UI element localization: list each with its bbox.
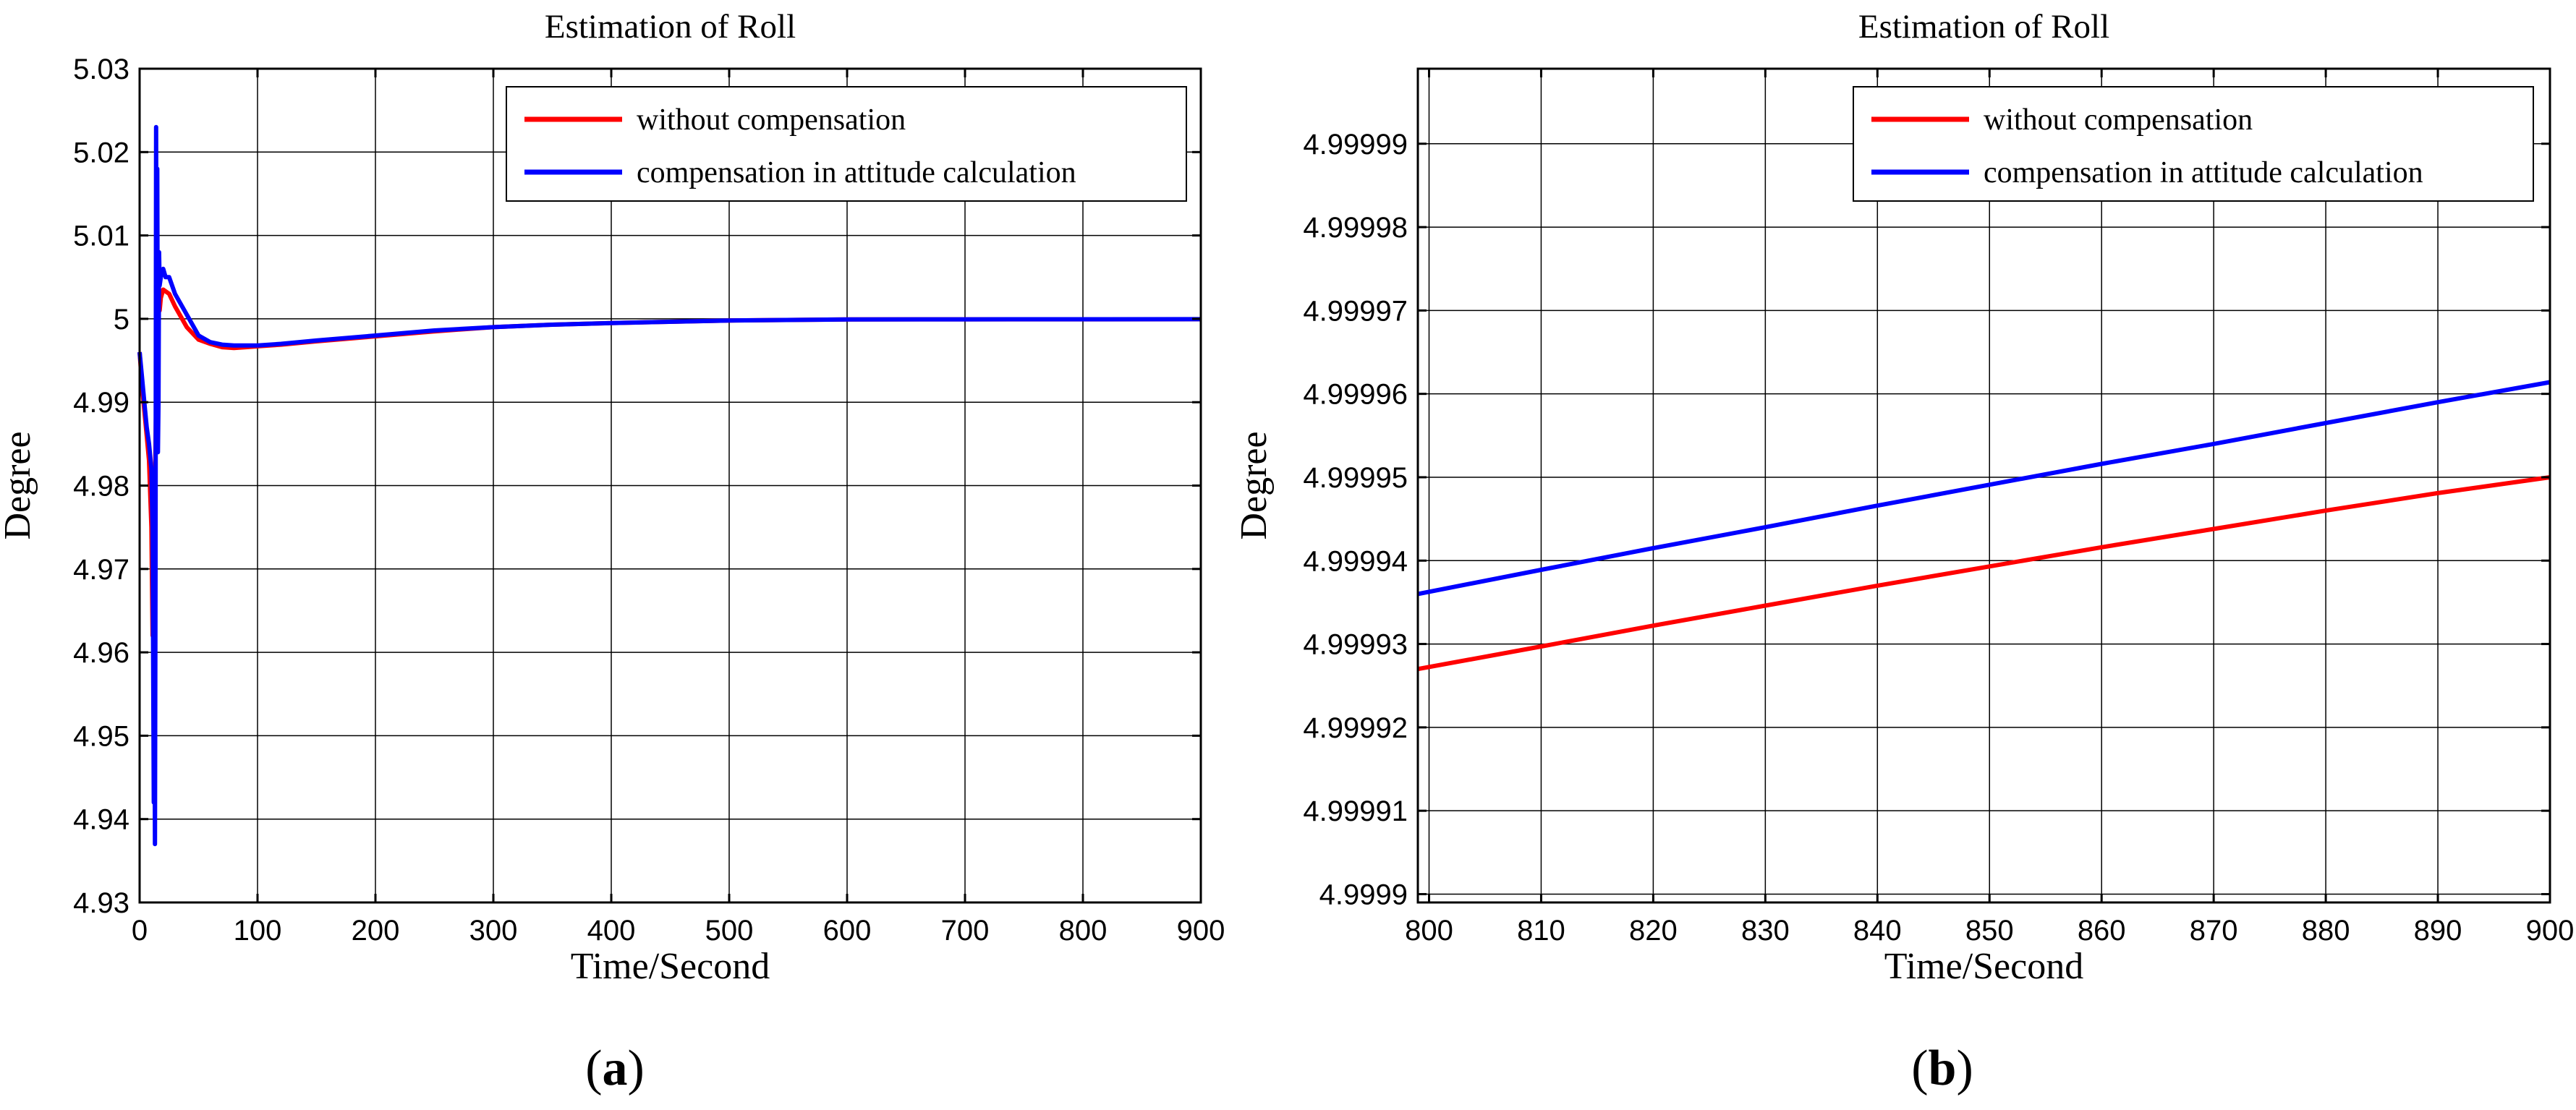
y-tick-label: 5.01: [73, 221, 129, 252]
x-tick-label: 200: [352, 915, 400, 947]
x-tick-label: 830: [1741, 915, 1790, 947]
y-tick-label: 4.99992: [1303, 712, 1408, 744]
x-tick-label: 600: [823, 915, 872, 947]
y-tick-label: 4.99995: [1303, 462, 1408, 494]
y-axis-label: Degree: [0, 431, 38, 539]
series-line-compensation: [137, 124, 1202, 847]
y-tick-label: 4.98: [73, 471, 129, 503]
plot-frame: [1416, 67, 2551, 904]
tick-marks: [138, 67, 1202, 904]
x-tick-label: 800: [1405, 915, 1453, 947]
y-tick-label: 4.99994: [1303, 545, 1408, 577]
y-axis-label: Degree: [1233, 431, 1275, 539]
x-tick-label: 300: [469, 915, 518, 947]
legend-label-without-compensation: without compensation: [1984, 103, 2253, 137]
y-tick-labels: 4.9999 4.99991 4.99992 4.99993 4.99994 4.9999…: [1303, 129, 1408, 911]
panel-b: 800 810 820 830 840 850 860 870 880 890 900 4.9999…: [1233, 8, 2574, 1096]
x-tick-label: 810: [1517, 915, 1565, 947]
series-layer: [137, 124, 1202, 847]
y-tick-label: 4.96: [73, 637, 129, 669]
x-tick-label: 400: [587, 915, 636, 947]
panel-label-letter: a: [603, 1041, 628, 1096]
series-line-without-compensation: [1417, 475, 2551, 672]
panel-label-b: (b): [1911, 1041, 1973, 1096]
series-layer: [1417, 380, 2551, 672]
y-tick-labels: 4.93 4.94 4.95 4.96 4.97 4.98 4.99 5 5.01 5.02 5.0…: [73, 54, 129, 919]
legend: without compensation compensation in att…: [506, 86, 1187, 202]
panel-label-a: (a): [585, 1041, 645, 1096]
y-tick-label: 5: [114, 304, 129, 336]
panel-label-close-paren: ): [1956, 1041, 1973, 1096]
legend-label-without-compensation: without compensation: [637, 103, 906, 137]
x-tick-label: 700: [941, 915, 990, 947]
y-tick-label: 4.97: [73, 554, 129, 586]
x-tick-labels: 800 810 820 830 840 850 860 870 880 890 900: [1405, 915, 2574, 947]
x-tick-label: 840: [1853, 915, 1902, 947]
y-tick-label: 4.99: [73, 387, 129, 419]
x-tick-label: 900: [2526, 915, 2575, 947]
legend-label-compensation: compensation in attitude calculation: [637, 156, 1076, 189]
x-tick-labels: 0 100 200 300 400 500 600 700 800 900: [132, 915, 1225, 947]
legend-label-compensation: compensation in attitude calculation: [1984, 156, 2423, 189]
y-tick-label: 5.03: [73, 54, 129, 85]
chart-title: Estimation of Roll: [1858, 8, 2109, 46]
x-tick-label: 820: [1629, 915, 1678, 947]
panel-label-close-paren: ): [628, 1041, 645, 1096]
legend-box: [506, 86, 1187, 202]
x-tick-label: 800: [1059, 915, 1108, 947]
series-line-without-compensation: [137, 275, 1202, 638]
series-line-compensation: [1417, 380, 2551, 597]
x-tick-label: 850: [1965, 915, 2014, 947]
x-tick-label: 880: [2302, 915, 2350, 947]
x-axis-label: Time/Second: [1884, 946, 2083, 987]
panel-label-open-paren: (: [585, 1041, 602, 1096]
panel-label-letter: b: [1929, 1041, 1957, 1096]
x-tick-label: 900: [1177, 915, 1225, 947]
y-tick-label: 4.9999: [1319, 879, 1408, 910]
x-tick-label: 500: [705, 915, 754, 947]
y-tick-label: 4.95: [73, 720, 129, 752]
y-tick-label: 4.93: [73, 887, 129, 919]
panel-a: 0 100 200 300 400 500 600 700 800 900 4.934.944.9…: [0, 8, 1225, 1096]
legend: without compensation compensation in att…: [1853, 86, 2534, 202]
x-tick-label: 0: [132, 915, 148, 947]
tick-marks: [1418, 69, 2551, 902]
y-tick-label: 4.99991: [1303, 795, 1408, 827]
x-tick-label: 860: [2078, 915, 2126, 947]
y-tick-label: 5.02: [73, 137, 129, 168]
x-tick-label: 100: [234, 915, 282, 947]
panel-label-open-paren: (: [1911, 1041, 1928, 1096]
y-tick-label: 4.99997: [1303, 295, 1408, 327]
y-tick-label: 4.99996: [1303, 379, 1408, 411]
x-axis-label: Time/Second: [571, 946, 770, 987]
y-tick-label: 4.99993: [1303, 629, 1408, 661]
x-tick-label: 890: [2414, 915, 2462, 947]
legend-box: [1853, 86, 2534, 202]
x-tick-label: 870: [2190, 915, 2238, 947]
chart-title: Estimation of Roll: [545, 8, 796, 46]
y-tick-label: 4.99998: [1303, 212, 1408, 244]
y-tick-label: 4.99999: [1303, 129, 1408, 161]
y-tick-label: 4.94: [73, 804, 129, 836]
